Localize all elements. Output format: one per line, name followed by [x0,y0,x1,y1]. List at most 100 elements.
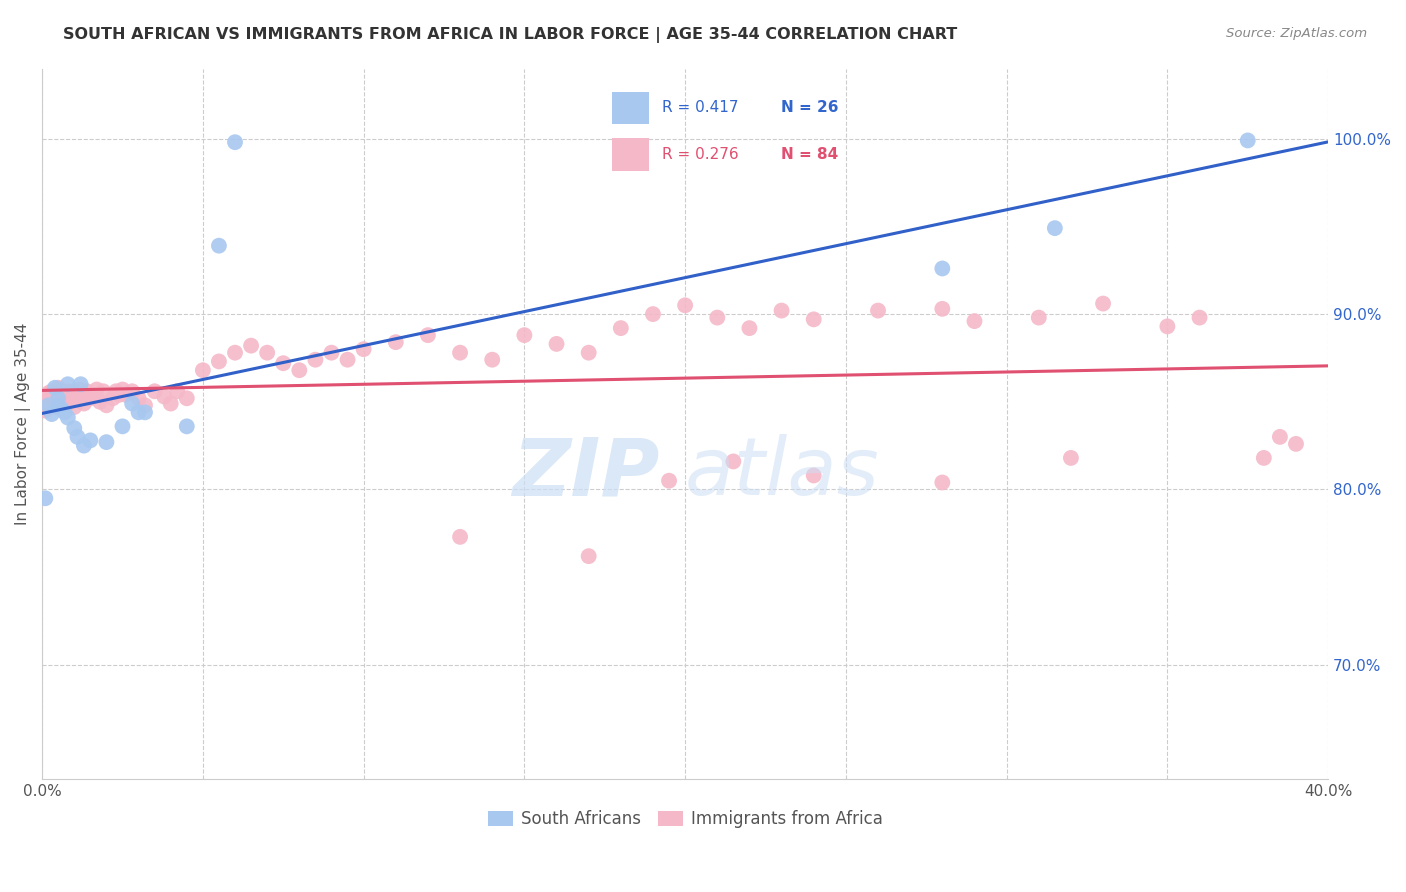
Point [1253,450,1275,465]
Point [56,396,79,410]
Point [738,321,761,335]
Point [96,398,118,412]
Point [53,405,76,419]
Point [256,345,278,359]
Point [34,491,56,506]
Point [63,421,86,435]
Point [224,345,246,359]
Point [963,314,986,328]
Text: R = 0.417: R = 0.417 [662,101,738,115]
Point [176,392,198,406]
Point [56,384,79,399]
Point [384,335,406,350]
Point [101,392,124,406]
Point [51,396,73,410]
Point [578,345,600,359]
Point [44,390,66,404]
Point [1156,319,1178,334]
Point [191,363,214,377]
Point [41,384,63,399]
Point [1028,310,1050,325]
Point [134,405,156,419]
Point [546,337,568,351]
Point [38,398,60,412]
Point [353,342,375,356]
Point [108,388,131,402]
Point [121,396,143,410]
Point [449,345,471,359]
Point [53,386,76,401]
Point [931,475,953,490]
Point [134,398,156,412]
Point [176,419,198,434]
Point [91,384,114,399]
Point [79,434,101,448]
Point [83,388,105,402]
Point [96,435,118,450]
Point [1043,221,1066,235]
Point [79,392,101,406]
Point [153,390,176,404]
Point [1188,310,1211,325]
Text: N = 84: N = 84 [782,146,839,161]
Point [44,381,66,395]
Point [931,261,953,276]
Point [44,400,66,414]
Point [51,384,73,399]
Point [41,407,63,421]
Point [803,468,825,483]
Point [128,392,150,406]
Point [706,310,728,325]
Point [128,405,150,419]
Point [66,390,89,404]
Point [86,383,108,397]
Point [481,352,503,367]
Point [38,398,60,412]
Point [240,339,263,353]
Point [51,401,73,416]
Point [34,392,56,406]
Point [931,301,953,316]
Point [208,238,231,252]
Point [69,377,91,392]
Point [41,394,63,409]
Point [73,439,96,453]
Point [723,454,745,468]
Point [66,430,89,444]
Point [143,384,166,399]
Point [271,356,294,370]
Bar [613,137,648,170]
Point [114,388,136,402]
Point [866,303,889,318]
Point [1285,437,1308,451]
Point [69,383,91,397]
Point [578,549,600,563]
Point [111,383,134,397]
Point [34,403,56,417]
Point [56,410,79,425]
Point [76,384,98,399]
Point [121,384,143,399]
Text: Source: ZipAtlas.com: Source: ZipAtlas.com [1226,27,1367,40]
Legend: South Africans, Immigrants from Africa: South Africans, Immigrants from Africa [481,803,890,835]
Point [288,363,311,377]
Text: atlas: atlas [685,434,880,512]
Point [53,392,76,407]
Point [166,384,188,399]
Point [63,384,86,399]
Point [159,396,181,410]
Point [56,377,79,392]
Point [208,354,231,368]
Text: R = 0.276: R = 0.276 [662,146,738,161]
Point [513,328,536,343]
Point [46,392,69,406]
Point [46,392,69,406]
Point [321,345,343,359]
Text: SOUTH AFRICAN VS IMMIGRANTS FROM AFRICA IN LABOR FORCE | AGE 35-44 CORRELATION C: SOUTH AFRICAN VS IMMIGRANTS FROM AFRICA … [63,27,957,43]
Point [46,381,69,395]
Y-axis label: In Labor Force | Age 35-44: In Labor Force | Age 35-44 [15,323,31,524]
Point [641,307,664,321]
Point [449,530,471,544]
Point [658,474,681,488]
Text: N = 26: N = 26 [782,101,839,115]
